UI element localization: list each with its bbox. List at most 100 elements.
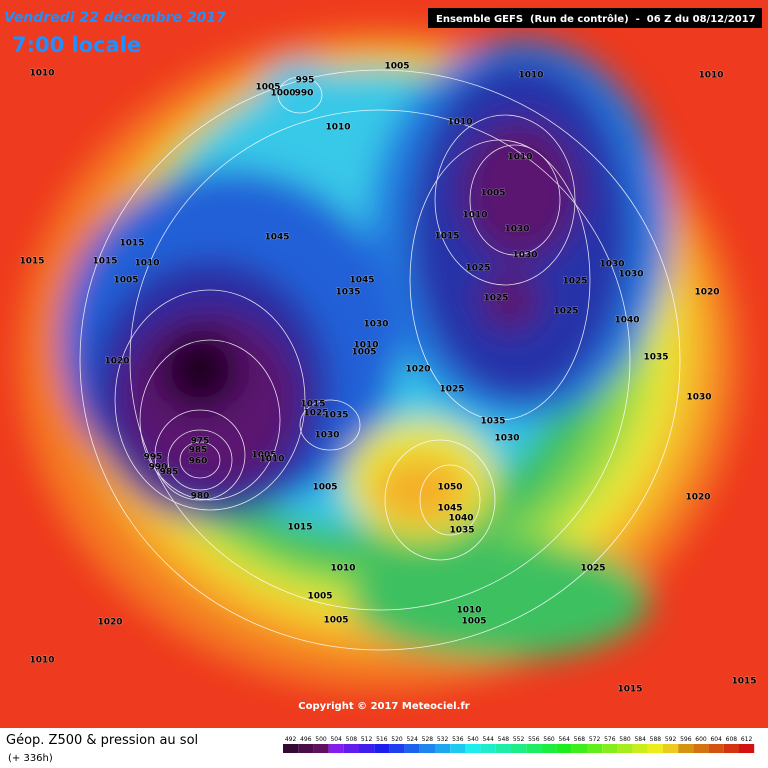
scale-swatch: [313, 744, 329, 753]
isobar-label: 1005: [251, 451, 276, 461]
scale-swatch: [663, 744, 679, 753]
isobar-label: 1010: [29, 69, 54, 79]
isobar-label: 1025: [553, 307, 578, 317]
scale-swatch: [571, 744, 587, 753]
isobar-label: 1025: [303, 409, 328, 419]
scale-swatch: [389, 744, 405, 753]
isobar-label: 1005: [461, 617, 486, 627]
isobar-label: 1015: [287, 523, 312, 533]
scale-label: 588: [650, 736, 662, 743]
scale-label: 556: [528, 736, 540, 743]
scale-swatch: [739, 744, 755, 753]
scale-swatch: [465, 744, 481, 753]
scale-swatch: [298, 744, 314, 753]
isobar-label: 1005: [307, 592, 332, 602]
isobar-label: 1010: [134, 259, 159, 269]
isobar-label: 1025: [465, 264, 490, 274]
isobar-label: 1025: [439, 385, 464, 395]
scale-label: 532: [437, 736, 449, 743]
scale-swatch: [511, 744, 527, 753]
scale-swatch: [283, 744, 299, 753]
scale-label: 580: [619, 736, 631, 743]
isobar-label: 1010: [518, 71, 543, 81]
isobar-label: 1040: [448, 514, 473, 524]
model-box: [428, 8, 762, 28]
isobar-label: 985: [189, 446, 208, 456]
isobar-label: 1025: [562, 277, 587, 287]
scale-label: 600: [695, 736, 707, 743]
scale-label: 572: [589, 736, 601, 743]
scale-label: 612: [741, 736, 753, 743]
isobar-label: 1015: [92, 257, 117, 267]
isobar-label: 990: [295, 89, 314, 99]
scale-label: 560: [543, 736, 555, 743]
footer-lead: (+ 336h): [8, 753, 53, 764]
isobar-label: 1045: [437, 504, 462, 514]
scale-swatch: [617, 744, 633, 753]
scale-label: 524: [406, 736, 418, 743]
isobar-label: 1010: [325, 123, 350, 133]
scale-label: 504: [330, 736, 342, 743]
isobar-label: 995: [296, 76, 315, 86]
date: Vendredi 22 décembre 2017: [4, 10, 226, 26]
isobar-label: 1030: [314, 431, 339, 441]
scale-label: 584: [634, 736, 646, 743]
scale-label: 500: [315, 736, 327, 743]
isobar-label: 1030: [504, 225, 529, 235]
isobar-label: 1035: [643, 353, 668, 363]
isobar-label: 985: [160, 468, 179, 478]
scale-label: 516: [376, 736, 388, 743]
isobar-label: 1015: [434, 232, 459, 242]
isobar-label: 980: [191, 492, 210, 502]
scale-swatch: [632, 744, 648, 753]
scale-swatch: [723, 744, 739, 753]
isobar-label: 1010: [330, 564, 355, 574]
scale-label: 520: [391, 736, 403, 743]
isobar-label: 1010: [353, 341, 378, 351]
isobar-label: 1020: [694, 288, 719, 298]
isobar-label: 1030: [599, 260, 624, 270]
isobar-label: 1030: [686, 393, 711, 403]
copyright: Copyright © 2017 Meteociel.fr: [298, 701, 469, 712]
footer-title: Géop. Z500 & pression au sol: [6, 733, 198, 748]
scale-swatch: [587, 744, 603, 753]
scale-label: 596: [680, 736, 692, 743]
isobar-label: 1010: [259, 455, 284, 465]
scale-label: 604: [710, 736, 722, 743]
isobar-label: 1005: [255, 83, 280, 93]
isobar-label: 1020: [685, 493, 710, 503]
isobar-label: 1010: [507, 153, 532, 163]
scale-swatch: [495, 744, 511, 753]
isobar-label: 1010: [447, 118, 472, 128]
isobar-label: 1030: [618, 270, 643, 280]
isobar-label: 1020: [104, 357, 129, 367]
isobar-label: 1020: [97, 618, 122, 628]
scale-label: 544: [482, 736, 494, 743]
scale-swatch: [526, 744, 542, 753]
isobar-label: 1010: [456, 606, 481, 616]
scale-swatch: [541, 744, 557, 753]
scale-swatch: [404, 744, 420, 753]
isobar-label: 990: [149, 463, 168, 473]
isobar-label: 1005: [323, 616, 348, 626]
isobar-label: 1030: [363, 320, 388, 330]
isobar-label: 1015: [617, 685, 642, 695]
isobar-label: 1000: [270, 89, 295, 99]
isobar-label: 1015: [119, 239, 144, 249]
scale-swatch: [450, 744, 466, 753]
isobar-label: 1010: [462, 211, 487, 221]
time: 7:00 locale: [12, 33, 141, 57]
isobar-label: 1005: [312, 483, 337, 493]
scale-label: 528: [422, 736, 434, 743]
scale-swatch: [374, 744, 390, 753]
scale-swatch: [556, 744, 572, 753]
scale-label: 496: [300, 736, 312, 743]
scale-swatch: [708, 744, 724, 753]
isobar-label: 995: [144, 453, 163, 463]
isobar-label: 1005: [113, 276, 138, 286]
scale-swatch: [480, 744, 496, 753]
scale-label: 564: [558, 736, 570, 743]
